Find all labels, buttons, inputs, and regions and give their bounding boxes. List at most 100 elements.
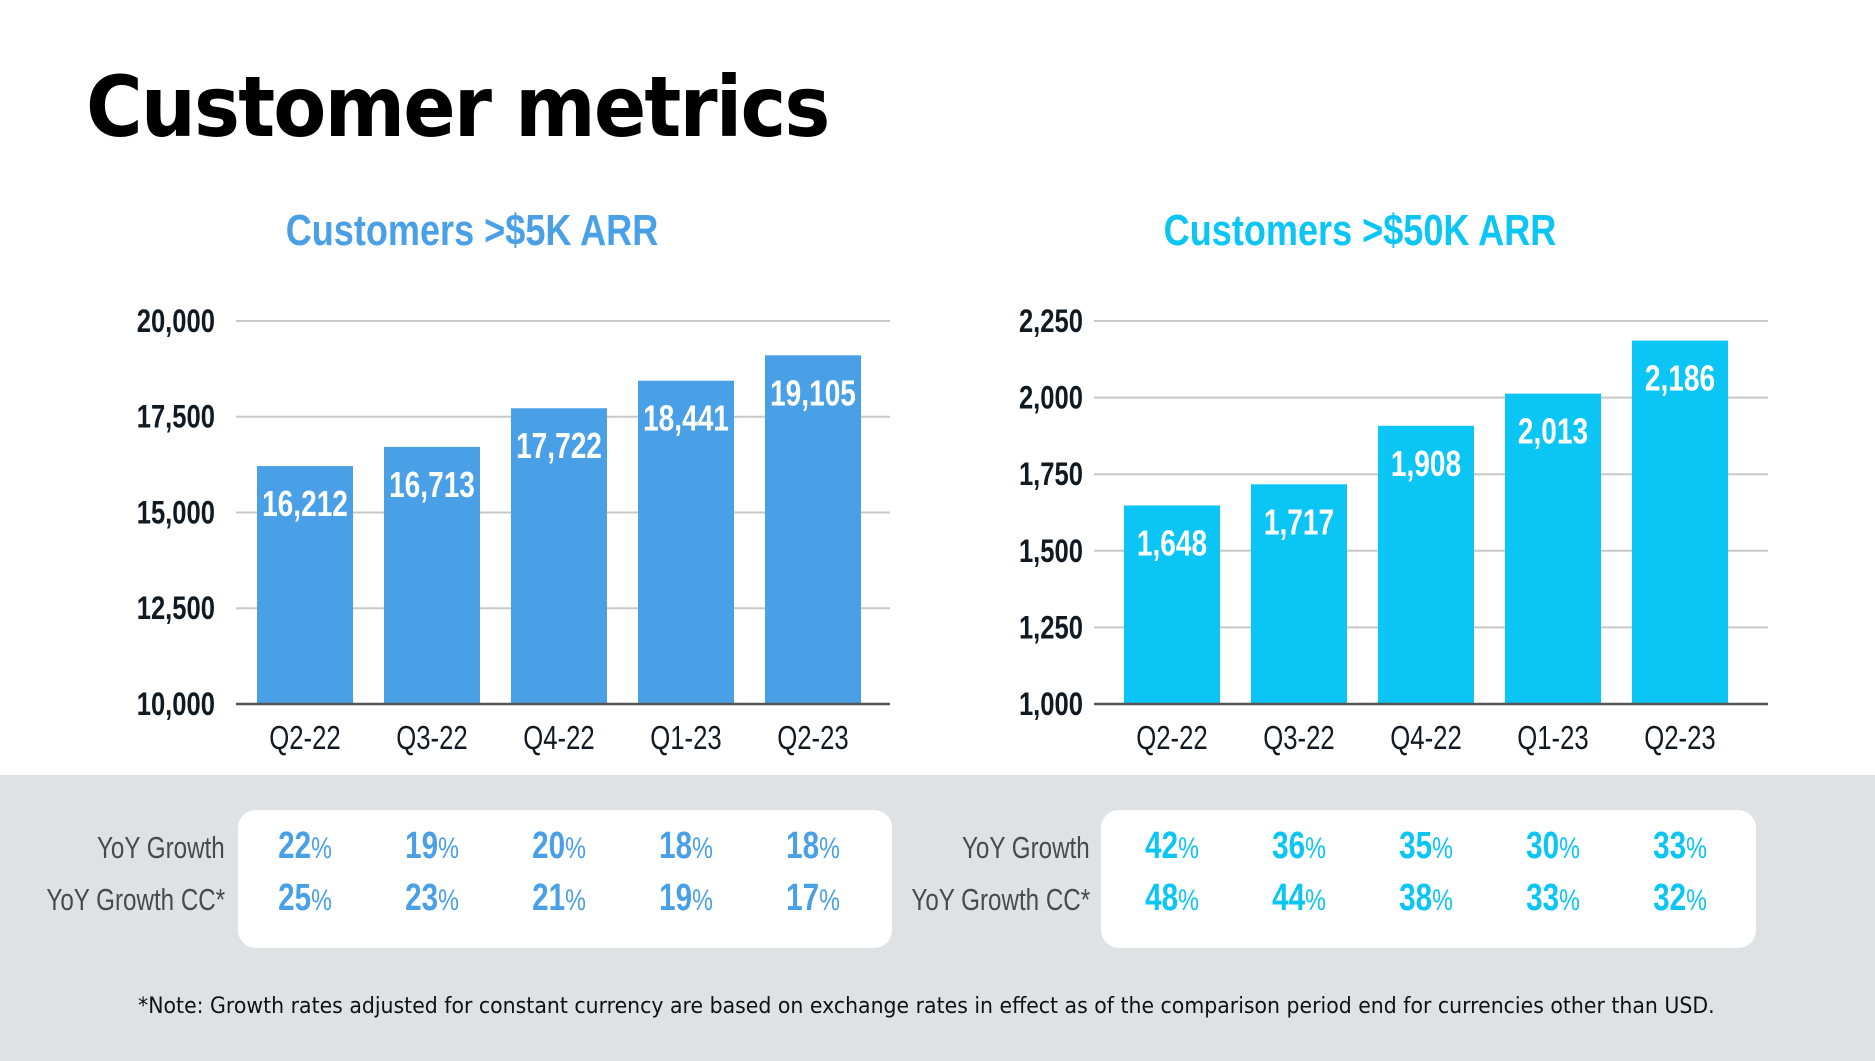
- x-category-label: Q2-23: [1644, 720, 1716, 757]
- bar-value-label: 1,717: [1264, 502, 1334, 542]
- growth-value: 20%: [512, 825, 606, 868]
- growth-number: 38: [1399, 877, 1433, 919]
- growth-value: 21%: [512, 877, 606, 920]
- growth-row-label: YoY Growth: [97, 830, 225, 865]
- growth-table-50k: [1101, 810, 1756, 948]
- y-tick-label: 1,000: [1019, 687, 1083, 722]
- bar: [1378, 425, 1474, 704]
- growth-number: 18: [786, 825, 820, 867]
- percent-sign: %: [311, 884, 332, 917]
- x-category-label: Q2-23: [777, 720, 849, 757]
- bar: [1251, 484, 1347, 704]
- bar-value-label: 16,212: [262, 484, 348, 524]
- percent-sign: %: [565, 832, 586, 865]
- growth-number: 32: [1653, 877, 1687, 919]
- growth-value: 30%: [1506, 825, 1600, 868]
- bar: [1505, 393, 1601, 704]
- growth-number: 20: [532, 825, 566, 867]
- growth-row-label: YoY Growth: [962, 830, 1090, 865]
- percent-sign: %: [819, 884, 840, 917]
- growth-value: 18%: [766, 825, 860, 868]
- bar: [384, 446, 480, 704]
- growth-number: 23: [405, 877, 439, 919]
- growth-value: 48%: [1125, 877, 1219, 920]
- growth-value: 38%: [1379, 877, 1473, 920]
- growth-value: 18%: [639, 825, 733, 868]
- percent-sign: %: [692, 832, 713, 865]
- bar-value-label: 2,186: [1645, 358, 1715, 398]
- growth-value: 25%: [258, 877, 352, 920]
- growth-value: 22%: [258, 825, 352, 868]
- growth-number: 18: [659, 825, 693, 867]
- growth-row-label: YoY Growth CC*: [46, 882, 225, 917]
- growth-number: 33: [1526, 877, 1560, 919]
- percent-sign: %: [1305, 832, 1326, 865]
- y-tick-label: 1,250: [1019, 611, 1083, 646]
- x-category-label: Q2-22: [269, 720, 341, 757]
- chart-customers-50k: 1,000 1,250 1,500 1,750 2,000 2,250 1,648 Q2-22…: [1019, 304, 1768, 757]
- percent-sign: %: [1178, 884, 1199, 917]
- growth-value: 33%: [1506, 877, 1600, 920]
- footnote: *Note: Growth rates adjusted for constan…: [138, 994, 1715, 1019]
- bar-value-label: 1,648: [1137, 523, 1207, 563]
- bar-value-label: 18,441: [643, 398, 729, 438]
- percent-sign: %: [1686, 884, 1707, 917]
- chart-title-5k: Customers >$5K ARR: [285, 206, 659, 255]
- x-category-label: Q3-22: [1263, 720, 1335, 757]
- y-tick-label: 17,500: [137, 400, 215, 435]
- chart-title-50k: Customers >$50K ARR: [1163, 206, 1557, 255]
- percent-sign: %: [311, 832, 332, 865]
- growth-value: 32%: [1633, 877, 1727, 920]
- growth-number: 35: [1399, 825, 1433, 867]
- growth-value: 23%: [385, 877, 479, 920]
- y-tick-label: 2,000: [1019, 381, 1083, 416]
- y-tick-label: 12,500: [137, 592, 215, 627]
- y-tick-label: 2,250: [1019, 304, 1083, 339]
- x-category-label: Q3-22: [396, 720, 468, 757]
- y-tick-label: 1,750: [1019, 458, 1083, 493]
- growth-value: 35%: [1379, 825, 1473, 868]
- percent-sign: %: [1178, 832, 1199, 865]
- growth-number: 19: [659, 877, 693, 919]
- y-tick-label: 15,000: [137, 496, 215, 531]
- bar: [638, 380, 734, 704]
- percent-sign: %: [1305, 884, 1326, 917]
- percent-sign: %: [1432, 884, 1453, 917]
- bar-value-label: 16,713: [389, 465, 475, 505]
- growth-value: 42%: [1125, 825, 1219, 868]
- growth-number: 36: [1272, 825, 1306, 867]
- y-tick-label: 20,000: [137, 304, 215, 339]
- bar: [511, 408, 607, 704]
- x-category-label: Q1-23: [650, 720, 722, 757]
- growth-number: 21: [532, 877, 566, 919]
- percent-sign: %: [692, 884, 713, 917]
- growth-number: 48: [1145, 877, 1179, 919]
- bar-value-label: 1,908: [1391, 443, 1461, 483]
- growth-number: 17: [786, 877, 820, 919]
- bar: [1632, 340, 1728, 704]
- x-category-label: Q4-22: [523, 720, 595, 757]
- bar: [765, 355, 861, 704]
- growth-number: 22: [278, 825, 312, 867]
- growth-number: 33: [1653, 825, 1687, 867]
- growth-value: 44%: [1252, 877, 1346, 920]
- percent-sign: %: [438, 832, 459, 865]
- percent-sign: %: [565, 884, 586, 917]
- percent-sign: %: [1432, 832, 1453, 865]
- growth-value: 19%: [639, 877, 733, 920]
- growth-row-label: YoY Growth CC*: [911, 882, 1090, 917]
- growth-number: 42: [1145, 825, 1179, 867]
- growth-table-5k: [238, 810, 892, 948]
- bar-value-label: 19,105: [770, 373, 856, 413]
- bar-value-label: 2,013: [1518, 411, 1588, 451]
- percent-sign: %: [438, 884, 459, 917]
- x-category-label: Q1-23: [1517, 720, 1589, 757]
- bar: [257, 466, 353, 704]
- chart-customers-5k: 10,000 12,500 15,000 17,500 20,000 16,212 Q2-2…: [137, 304, 890, 757]
- growth-value: 17%: [766, 877, 860, 920]
- percent-sign: %: [1559, 884, 1580, 917]
- growth-number: 25: [278, 877, 312, 919]
- x-category-label: Q4-22: [1390, 720, 1462, 757]
- x-category-label: Q2-22: [1136, 720, 1208, 757]
- bar: [1124, 505, 1220, 704]
